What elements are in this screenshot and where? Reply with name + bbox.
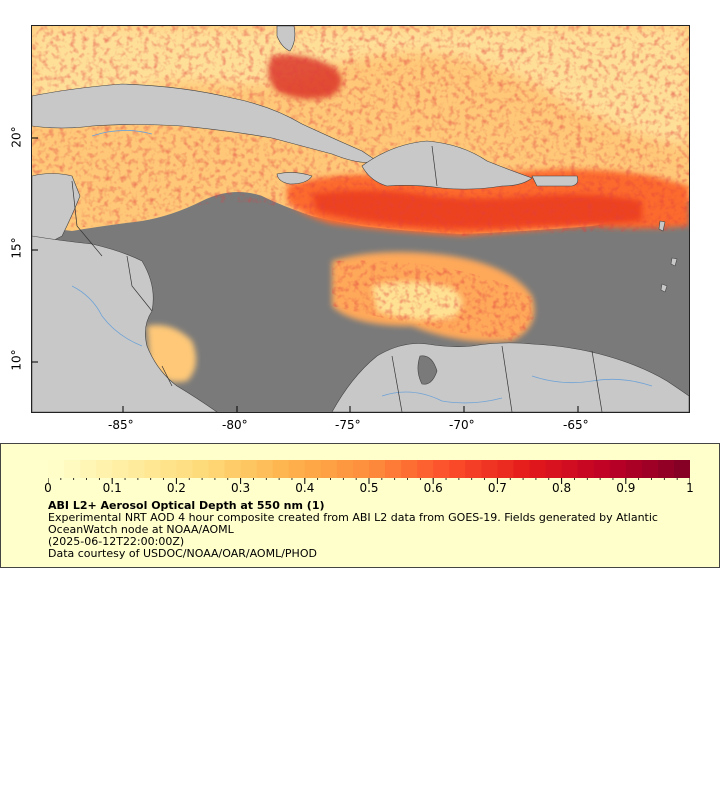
colorbar-tick-label: 0.1 [102, 481, 122, 495]
colorbar-step [128, 460, 145, 478]
colorbar-step [48, 460, 65, 478]
colorbar-step [96, 460, 113, 478]
colorbar-step [657, 460, 675, 478]
colorbar-step [336, 460, 354, 478]
colorbar-step [561, 460, 579, 478]
colorbar [48, 460, 690, 484]
lat-tick-label: 20° [9, 126, 24, 148]
colorbar-step [545, 460, 563, 478]
colorbar-step [64, 460, 81, 478]
lon-tick-label: -65° [563, 418, 589, 432]
colorbar-tick-label: 0.3 [231, 481, 251, 495]
legend-title: ABI L2+ Aerosol Optical Depth at 550 nm … [48, 499, 325, 512]
colorbar-step [352, 460, 370, 478]
colorbar-step [176, 460, 194, 478]
map-ticks [32, 137, 579, 412]
colorbar-step [272, 460, 290, 478]
lat-tick-label: 10° [9, 349, 24, 371]
colorbar-step [641, 460, 659, 478]
colorbar-tick-label: 0.6 [423, 481, 443, 495]
colorbar-tick-label: 0.9 [616, 481, 636, 495]
colorbar-step [673, 460, 690, 478]
colorbar-tick-label: 0.2 [166, 481, 186, 495]
colorbar-step [449, 460, 466, 478]
colorbar-step [593, 460, 611, 478]
colorbar-step [240, 460, 258, 478]
colorbar-step [144, 460, 161, 478]
legend-panel: 0 0.1 0.2 0.3 0.4 0.5 0.6 0.7 0.8 0.9 1 ABI L2+ Ae… [0, 443, 720, 568]
colorbar-step [385, 460, 402, 478]
colorbar-step [609, 460, 627, 478]
aod-map [31, 25, 690, 413]
land-masses [32, 26, 689, 412]
colorbar-step [513, 460, 531, 478]
colorbar-step [208, 460, 226, 478]
colorbar-step [256, 460, 274, 478]
colorbar-tick-label: 0.5 [359, 481, 379, 495]
colorbar-step [417, 460, 434, 478]
colorbar-tick-label: 0.7 [487, 481, 507, 495]
colorbar-tick-label: 0.4 [295, 481, 315, 495]
legend-text: ABI L2+ Aerosol Optical Depth at 550 nm … [48, 500, 698, 560]
lat-tick-label: 15° [9, 237, 24, 259]
colorbar-step [304, 460, 322, 478]
colorbar-step [401, 460, 418, 478]
lon-tick-label: -80° [222, 418, 248, 432]
colorbar-step [80, 460, 97, 478]
colorbar-step [369, 460, 386, 478]
lon-tick-label: -85° [108, 418, 134, 432]
map-canvas [32, 26, 689, 412]
colorbar-step [577, 460, 595, 478]
colorbar-step [481, 460, 498, 478]
colorbar-tick-label: 0 [44, 481, 52, 495]
colorbar-step [224, 460, 242, 478]
legend-description: Experimental NRT AOD 4 hour composite cr… [48, 511, 658, 536]
colorbar-step [320, 460, 338, 478]
colorbar-step [112, 460, 129, 478]
colorbar-step [160, 460, 177, 478]
colorbar-step [192, 460, 210, 478]
colorbar-step [625, 460, 643, 478]
lon-tick-label: -75° [335, 418, 361, 432]
colorbar-step [497, 460, 515, 478]
colorbar-step [433, 460, 450, 478]
colorbar-tick-label: 0.8 [552, 481, 572, 495]
colorbar-step [465, 460, 482, 478]
country-borders [71, 145, 603, 412]
colorbar-step [288, 460, 306, 478]
colorbar-tick-label: 1 [686, 481, 694, 495]
legend-timestamp: (2025-06-12T22:00:00Z) [48, 535, 185, 548]
lon-tick-label: -70° [449, 418, 475, 432]
colorbar-step [529, 460, 547, 478]
rivers [71, 130, 653, 404]
legend-credit: Data courtesy of USDOC/NOAA/OAR/AOML/PHO… [48, 547, 317, 560]
